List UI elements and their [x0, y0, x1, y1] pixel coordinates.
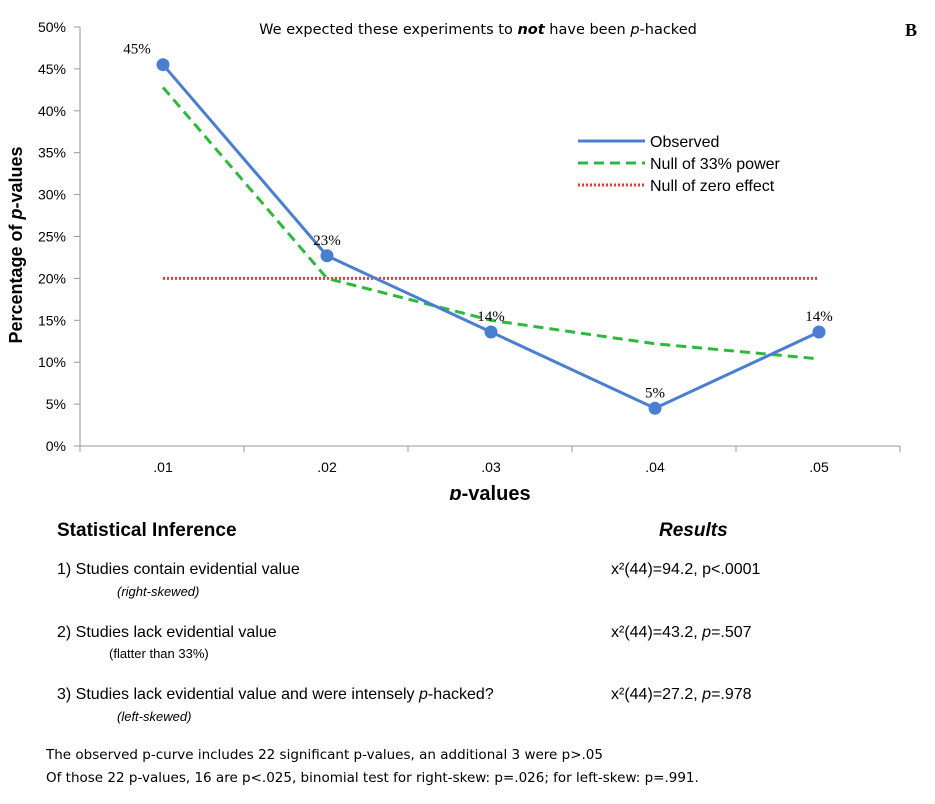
footer-line-1: The observed p-curve includes 22 signifi…: [46, 747, 603, 763]
x-tick-label: .01: [153, 459, 173, 475]
inference-row-2-label: 2) Studies lack evidential value: [57, 624, 277, 641]
y-tick-label: 5%: [46, 396, 66, 412]
x-tick-label: .04: [645, 459, 665, 475]
x-axis-title: p-values: [448, 483, 530, 500]
data-point-observed: [156, 58, 170, 72]
data-point-observed: [648, 401, 662, 415]
y-tick-label: 30%: [38, 187, 66, 203]
legend: Observed Null of 33% power Null of zero …: [578, 134, 781, 195]
y-tick-label: 20%: [38, 270, 66, 286]
legend-label-null-33: Null of 33% power: [650, 156, 781, 173]
results-heading: Results: [659, 520, 728, 541]
inference-heading: Statistical Inference: [57, 520, 237, 541]
y-tick-label: 50%: [38, 19, 66, 35]
series-line-observed: [161, 63, 820, 410]
data-label-observed: 14%: [477, 309, 505, 325]
legend-label-null-zero: Null of zero effect: [650, 178, 775, 195]
inference-row-3-result: x²(44)=27.2, p=.978: [611, 686, 752, 703]
data-label-observed: 5%: [645, 385, 665, 401]
legend-label-observed: Observed: [650, 134, 719, 151]
data-point-observed: [484, 325, 498, 339]
inference-row-1-sublabel: (right-skewed): [117, 584, 200, 599]
x-tick-label: .05: [809, 459, 829, 475]
y-tick-label: 15%: [38, 312, 66, 328]
inference-row-1-result: x²(44)=94.2, p<.0001: [611, 561, 761, 578]
inference-row-1-label: 1) Studies contain evidential value: [57, 561, 300, 578]
y-tick-label: 35%: [38, 145, 66, 161]
panel-label: B: [905, 20, 917, 40]
data-label-observed: 23%: [313, 233, 341, 249]
inference-row-2-sublabel: (flatter than 33%): [109, 646, 209, 661]
inference-row-3-sublabel: (left-skewed): [117, 709, 192, 724]
inference-row-2-result: x²(44)=43.2, p=.507: [611, 624, 752, 641]
y-axis-title: Percentage of p-values: [6, 146, 26, 343]
y-tick-label: 40%: [38, 103, 66, 119]
chart-title: We expected these experiments to not hav…: [259, 22, 697, 38]
data-label-observed: 45%: [123, 42, 151, 58]
data-point-observed: [320, 249, 334, 263]
data-point-observed: [812, 325, 826, 339]
y-tick-label: 25%: [38, 229, 66, 245]
data-label-observed: 14%: [805, 309, 833, 325]
y-tick-label: 45%: [38, 61, 66, 77]
inference-row-3-label: 3) Studies lack evidential value and wer…: [57, 686, 494, 703]
y-tick-label: 0%: [46, 438, 66, 454]
p-curve-chart: We expected these experiments to not hav…: [6, 19, 917, 500]
series-line-null-33-power: [161, 86, 820, 361]
y-tick-label: 10%: [38, 354, 66, 370]
x-tick-label: .02: [317, 459, 337, 475]
x-tick-label: .03: [481, 459, 501, 475]
footer-line-2: Of those 22 p-values, 16 are p<.025, bin…: [46, 770, 699, 786]
